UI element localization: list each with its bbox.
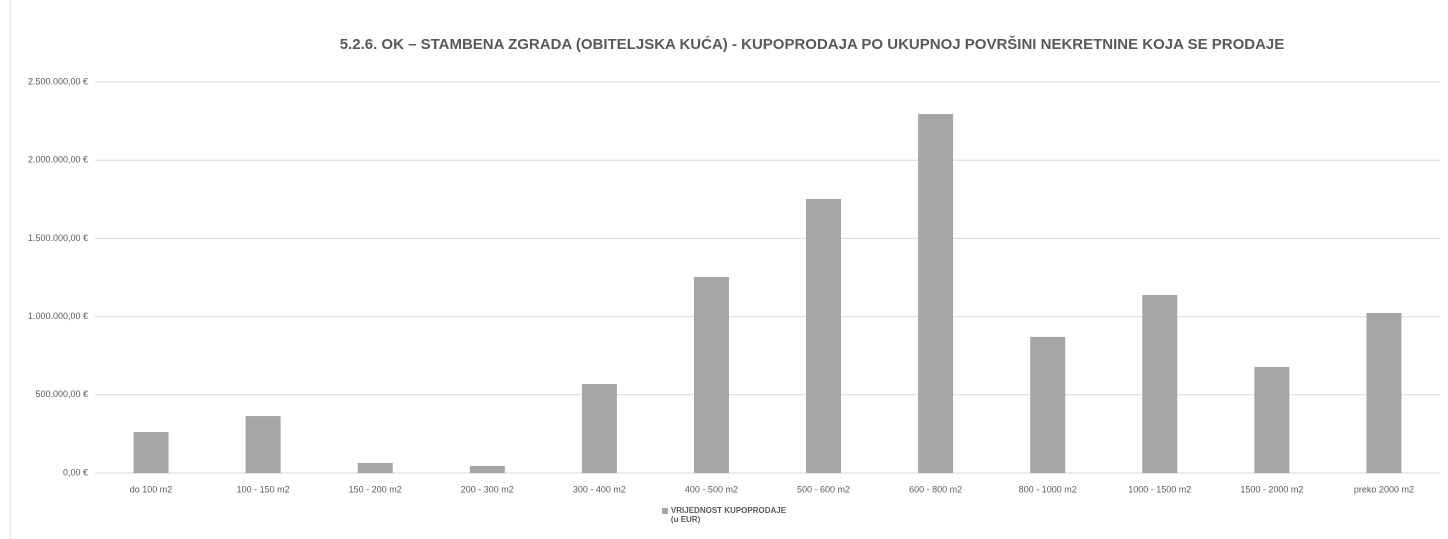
y-tick-label: 2.000.000,00 € xyxy=(28,155,88,165)
y-tick-label: 500.000,00 € xyxy=(35,389,88,399)
chart-title: 5.2.6. OK – STAMBENA ZGRADA (OBITELJSKA … xyxy=(340,35,1285,53)
bar xyxy=(918,114,954,473)
bar xyxy=(357,462,393,473)
bar xyxy=(1366,313,1402,473)
x-tick-label: 150 - 200 m2 xyxy=(349,484,402,494)
bar xyxy=(581,384,617,473)
bar xyxy=(469,465,505,473)
x-tick-label: 300 - 400 m2 xyxy=(573,484,626,494)
legend: VRIJEDNOST KUPOPRODAJE (u EUR) xyxy=(0,506,1448,524)
x-tick-label: 800 - 1000 m2 xyxy=(1019,484,1077,494)
x-tick-label: 1500 - 2000 m2 xyxy=(1240,484,1303,494)
x-tick-label: 200 - 300 m2 xyxy=(461,484,514,494)
bar xyxy=(693,277,729,473)
y-tick-label: 1.000.000,00 € xyxy=(28,311,88,321)
x-tick-label: 400 - 500 m2 xyxy=(685,484,738,494)
y-tick-label: 0,00 € xyxy=(63,467,88,477)
bar xyxy=(1254,366,1290,473)
x-tick-label: 500 - 600 m2 xyxy=(797,484,850,494)
x-tick-label: preko 2000 m2 xyxy=(1354,484,1414,494)
bar xyxy=(245,416,281,473)
bar xyxy=(133,432,169,473)
bar xyxy=(1030,336,1066,473)
y-tick-label: 2.500.000,00 € xyxy=(28,76,88,86)
x-tick-label: do 100 m2 xyxy=(130,484,173,494)
x-tick-label: 600 - 800 m2 xyxy=(909,484,962,494)
bar xyxy=(1142,295,1178,473)
legend-label: VRIJEDNOST KUPOPRODAJE (u EUR) xyxy=(670,506,787,524)
bar xyxy=(806,198,842,474)
x-tick-label: 100 - 150 m2 xyxy=(237,484,290,494)
y-tick-label: 1.500.000,00 € xyxy=(28,233,88,243)
x-tick-label: 1000 - 1500 m2 xyxy=(1128,484,1191,494)
legend-swatch xyxy=(661,508,668,514)
